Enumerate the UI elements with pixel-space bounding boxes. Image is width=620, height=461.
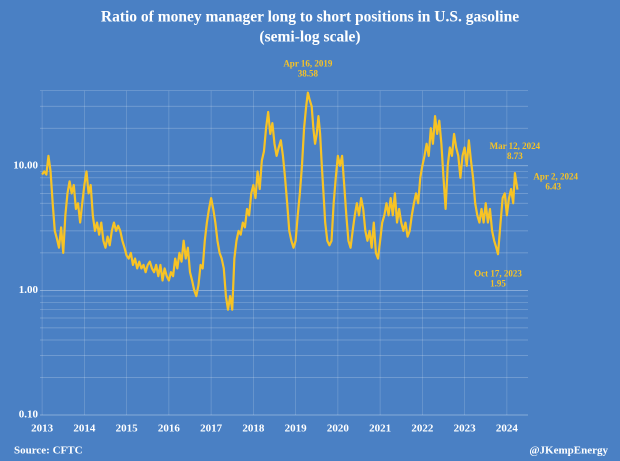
x-tick-label: 2021 [369,423,391,435]
annotation-value: 38.58 [298,69,319,79]
annotation-date: Apr 16, 2019 [283,59,333,69]
x-tick-label: 2014 [73,423,96,435]
annotation-value: 1.95 [490,278,506,288]
x-tick-label: 2018 [242,423,265,435]
annotation-date: Mar 12, 2024 [490,141,541,151]
y-tick-label: 1.00 [19,284,39,296]
annotation-date: Apr 2, 2024 [533,172,578,182]
x-tick-label: 2017 [200,423,223,435]
y-tick-label: 10.00 [13,159,38,171]
x-tick-label: 2016 [158,423,181,435]
x-tick-label: 2019 [285,423,308,435]
data-line [41,91,519,311]
x-tick-label: 2020 [327,423,350,435]
annotation-date: Oct 17, 2023 [474,268,522,278]
annotation-value: 8.73 [507,151,523,161]
chart-subtitle: (semi-log scale) [259,29,360,46]
x-tick-label: 2022 [411,423,434,435]
x-tick-label: 2013 [31,423,54,435]
y-tick-label: 0.10 [19,409,39,421]
credit: @JKempEnergy [529,445,608,457]
chart-title: Ratio of money manager long to short pos… [101,9,519,26]
annotation-value: 6.43 [545,182,561,192]
source: Source: CFTC [14,445,83,457]
x-tick-label: 2023 [454,423,477,435]
x-tick-label: 2024 [496,423,519,435]
x-tick-label: 2015 [116,423,139,435]
